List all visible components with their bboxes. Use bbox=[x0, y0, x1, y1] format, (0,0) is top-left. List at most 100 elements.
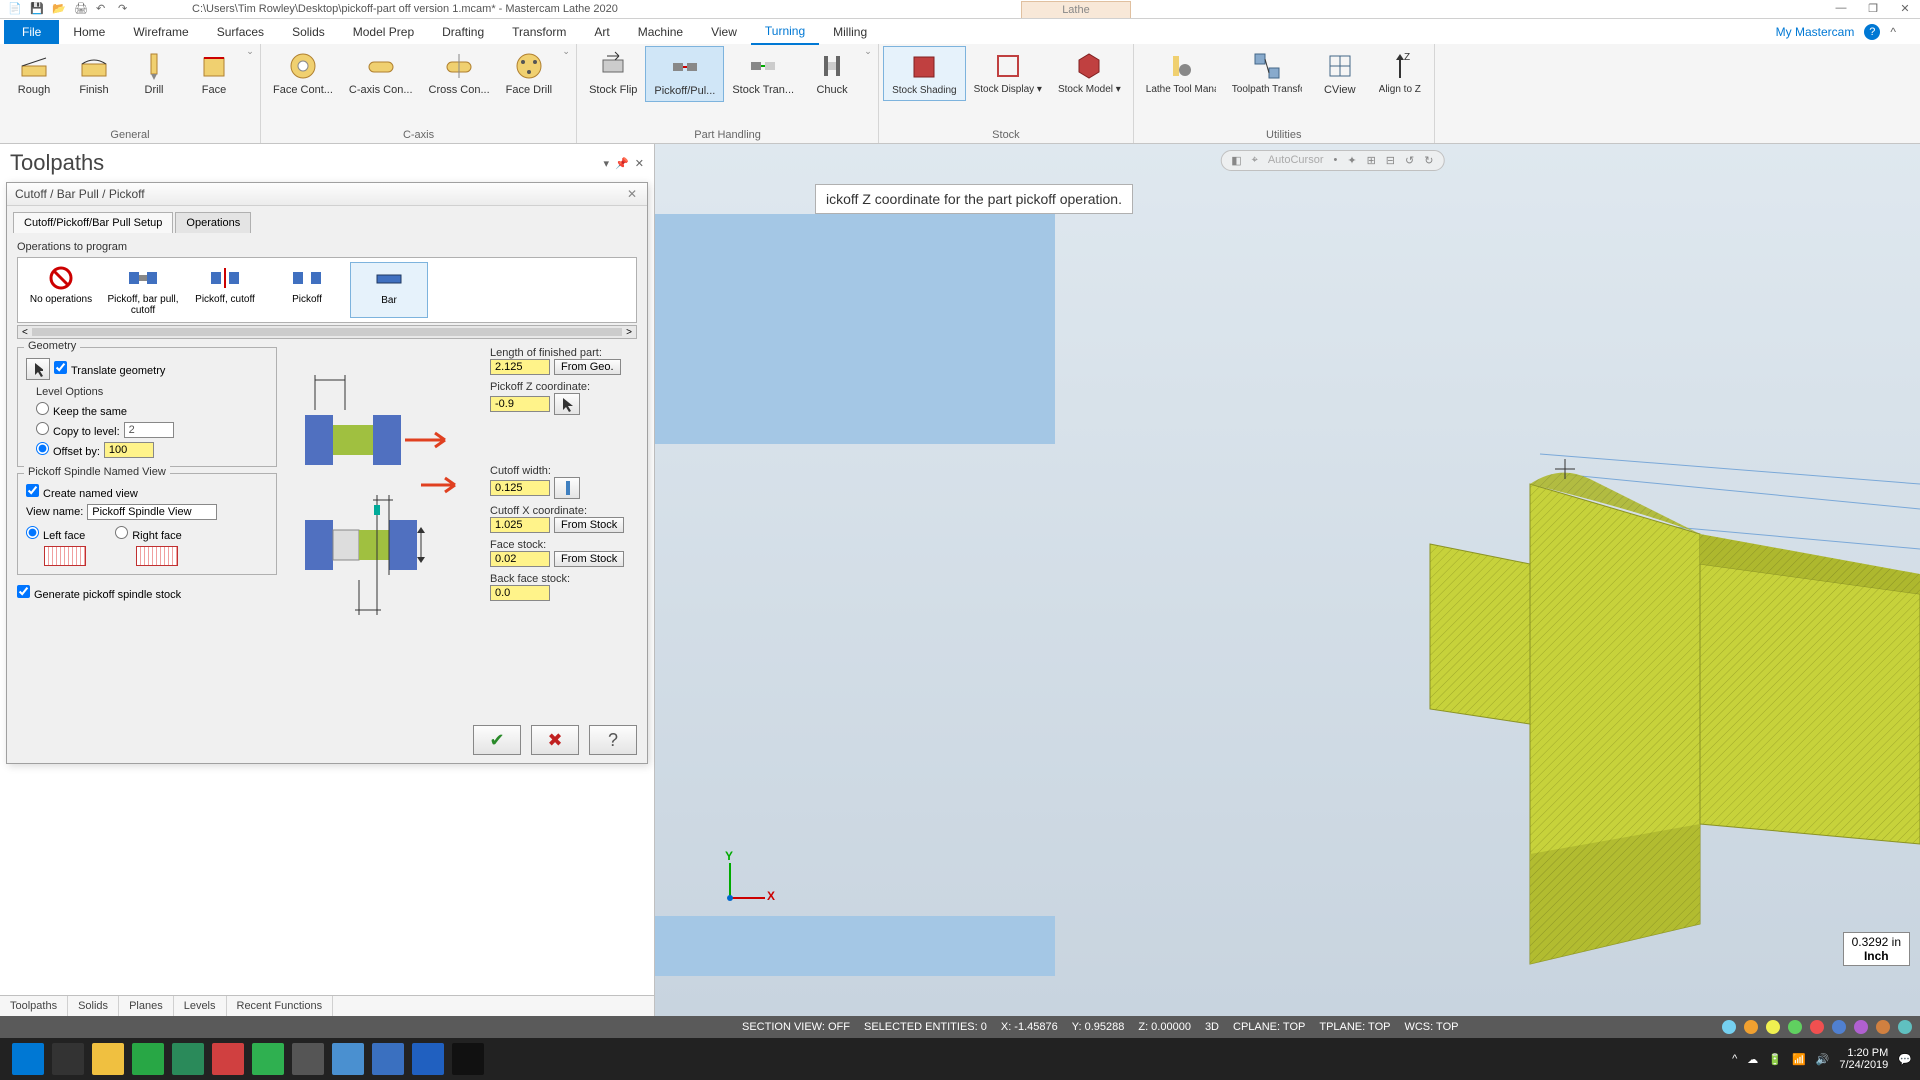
cutoff-width-tool-button[interactable] bbox=[554, 477, 580, 499]
undo-icon[interactable]: ↶ bbox=[96, 2, 110, 16]
color-swatch[interactable] bbox=[1876, 1020, 1890, 1034]
offset-by-input[interactable] bbox=[104, 442, 154, 458]
back-face-stock-input[interactable] bbox=[490, 585, 550, 601]
taskbar-app-icon[interactable] bbox=[172, 1043, 204, 1075]
save-icon[interactable]: 💾 bbox=[30, 2, 44, 16]
ribbon-expand-icon[interactable]: ⌄ bbox=[560, 46, 572, 57]
ribbon-pickoff-pull[interactable]: Pickoff/Pul... bbox=[645, 46, 724, 102]
panel-close-icon[interactable]: ✕ bbox=[635, 157, 644, 170]
tab-surfaces[interactable]: Surfaces bbox=[203, 20, 278, 44]
status-wcs[interactable]: WCS: TOP bbox=[1404, 1021, 1458, 1033]
vp-tool-icon[interactable]: ↻ bbox=[1424, 154, 1433, 167]
tab-solids[interactable]: Solids bbox=[278, 20, 339, 44]
ribbon-lathe-tool-manager[interactable]: Lathe Tool Manager bbox=[1138, 46, 1224, 99]
tray-clock[interactable]: 1:20 PM 7/24/2019 bbox=[1839, 1047, 1888, 1071]
dialog-cancel-button[interactable]: ✖ bbox=[531, 725, 579, 755]
op-no-operations[interactable]: No operations bbox=[22, 262, 100, 318]
status-3d[interactable]: 3D bbox=[1205, 1021, 1219, 1033]
from-stock-button-2[interactable]: From Stock bbox=[554, 551, 624, 567]
redo-icon[interactable]: ↷ bbox=[118, 2, 132, 16]
open-icon[interactable]: 📂 bbox=[52, 2, 66, 16]
tray-battery-icon[interactable]: 🔋 bbox=[1768, 1053, 1782, 1066]
taskbar-app-icon[interactable] bbox=[332, 1043, 364, 1075]
vp-tool-icon[interactable]: • bbox=[1333, 154, 1337, 167]
tray-wifi-icon[interactable]: 📶 bbox=[1792, 1053, 1806, 1066]
status-cplane[interactable]: CPLANE: TOP bbox=[1233, 1021, 1305, 1033]
radio-offset-by[interactable]: Offset by: bbox=[36, 442, 100, 458]
tab-wireframe[interactable]: Wireframe bbox=[119, 20, 202, 44]
ribbon-chuck[interactable]: Chuck bbox=[802, 46, 862, 100]
vp-tool-icon[interactable]: ↺ bbox=[1405, 154, 1414, 167]
color-swatch[interactable] bbox=[1898, 1020, 1912, 1034]
panel-pin-icon[interactable]: 📌 bbox=[615, 157, 629, 170]
taskbar-app-icon[interactable] bbox=[372, 1043, 404, 1075]
tab-drafting[interactable]: Drafting bbox=[428, 20, 498, 44]
color-swatch[interactable] bbox=[1788, 1020, 1802, 1034]
taskbar-app-icon[interactable] bbox=[412, 1043, 444, 1075]
color-swatch[interactable] bbox=[1744, 1020, 1758, 1034]
ribbon-stock-flip[interactable]: Stock Flip bbox=[581, 46, 645, 100]
ops-scrollbar[interactable]: <> bbox=[17, 325, 637, 339]
op-pickoff-bar-pull-cutoff[interactable]: Pickoff, bar pull, cutoff bbox=[104, 262, 182, 318]
taskbar-app-icon[interactable] bbox=[452, 1043, 484, 1075]
vp-tool-icon[interactable]: ⌖ bbox=[1252, 154, 1258, 167]
color-swatch[interactable] bbox=[1854, 1020, 1868, 1034]
dialog-tab-setup[interactable]: Cutoff/Pickoff/Bar Pull Setup bbox=[13, 212, 173, 233]
cutoff-x-input[interactable] bbox=[490, 517, 550, 533]
cutoff-width-input[interactable] bbox=[490, 480, 550, 496]
minimize-button[interactable]: — bbox=[1834, 2, 1848, 16]
taskbar-app-icon[interactable] bbox=[52, 1043, 84, 1075]
vp-tool-icon[interactable]: ⊟ bbox=[1386, 154, 1395, 167]
pbt-levels[interactable]: Levels bbox=[174, 996, 227, 1016]
close-button[interactable]: ✕ bbox=[1898, 2, 1912, 16]
taskbar-app-icon[interactable] bbox=[92, 1043, 124, 1075]
tray-notifications-icon[interactable]: 💬 bbox=[1898, 1053, 1912, 1066]
ribbon-toolpath-transform[interactable]: Toolpath Transform bbox=[1224, 46, 1310, 99]
tab-turning[interactable]: Turning bbox=[751, 19, 819, 45]
tab-machine[interactable]: Machine bbox=[624, 20, 697, 44]
dialog-close-icon[interactable]: ✕ bbox=[625, 187, 639, 201]
ribbon-caxis-contour[interactable]: C-axis Con... bbox=[341, 46, 421, 100]
taskbar-app-icon[interactable] bbox=[132, 1043, 164, 1075]
from-stock-button-1[interactable]: From Stock bbox=[554, 517, 624, 533]
taskbar-app-icon[interactable] bbox=[252, 1043, 284, 1075]
vp-tool-icon[interactable]: ⊞ bbox=[1367, 154, 1376, 167]
dialog-tab-operations[interactable]: Operations bbox=[175, 212, 251, 233]
vp-tool-icon[interactable]: ✦ bbox=[1347, 154, 1356, 167]
op-pickoff-cutoff[interactable]: Pickoff, cutoff bbox=[186, 262, 264, 318]
new-icon[interactable]: 📄 bbox=[8, 2, 22, 16]
tab-art[interactable]: Art bbox=[580, 20, 623, 44]
help-icon[interactable]: ? bbox=[1864, 24, 1880, 40]
maximize-button[interactable]: ❐ bbox=[1866, 2, 1880, 16]
face-stock-input[interactable] bbox=[490, 551, 550, 567]
tray-volume-icon[interactable]: 🔊 bbox=[1816, 1053, 1830, 1066]
file-tab[interactable]: File bbox=[4, 20, 59, 44]
ribbon-expand-icon[interactable]: ⌄ bbox=[244, 46, 256, 57]
ribbon-stock-shading[interactable]: Stock Shading bbox=[883, 46, 966, 101]
generate-pickoff-stock-checkbox[interactable]: Generate pickoff spindle stock bbox=[17, 585, 181, 601]
ribbon-expand-icon[interactable]: ⌄ bbox=[862, 46, 874, 57]
ribbon-stock-display[interactable]: Stock Display ▾ bbox=[966, 46, 1050, 99]
tab-milling[interactable]: Milling bbox=[819, 20, 881, 44]
panel-dropdown-icon[interactable]: ▾ bbox=[604, 157, 610, 170]
viewport-toolbar[interactable]: ◧ ⌖ AutoCursor • ✦ ⊞ ⊟ ↺ ↻ bbox=[1220, 150, 1444, 171]
view-name-input[interactable] bbox=[87, 504, 217, 520]
status-tplane[interactable]: TPLANE: TOP bbox=[1319, 1021, 1390, 1033]
collapse-ribbon-icon[interactable]: ^ bbox=[1890, 25, 1896, 39]
my-mastercam-link[interactable]: My Mastercam bbox=[1776, 25, 1855, 39]
ribbon-align-z[interactable]: Z Align to Z bbox=[1370, 46, 1430, 99]
op-pickoff[interactable]: Pickoff bbox=[268, 262, 346, 318]
radio-right-face[interactable]: Right face bbox=[115, 526, 182, 542]
pick-z-button[interactable] bbox=[554, 393, 580, 415]
tab-transform[interactable]: Transform bbox=[498, 20, 580, 44]
color-swatch[interactable] bbox=[1810, 1020, 1824, 1034]
pbt-planes[interactable]: Planes bbox=[119, 996, 174, 1016]
op-bar[interactable]: Bar bbox=[350, 262, 428, 318]
color-swatch[interactable] bbox=[1832, 1020, 1846, 1034]
dialog-titlebar[interactable]: Cutoff / Bar Pull / Pickoff ✕ bbox=[7, 183, 647, 206]
viewport[interactable]: ◧ ⌖ AutoCursor • ✦ ⊞ ⊟ ↺ ↻ ickoff Z coor… bbox=[655, 144, 1920, 1016]
dialog-ok-button[interactable]: ✔ bbox=[473, 725, 521, 755]
radio-copy-to-level[interactable]: Copy to level: bbox=[36, 422, 120, 438]
color-swatch[interactable] bbox=[1722, 1020, 1736, 1034]
taskbar-app-icon[interactable] bbox=[292, 1043, 324, 1075]
